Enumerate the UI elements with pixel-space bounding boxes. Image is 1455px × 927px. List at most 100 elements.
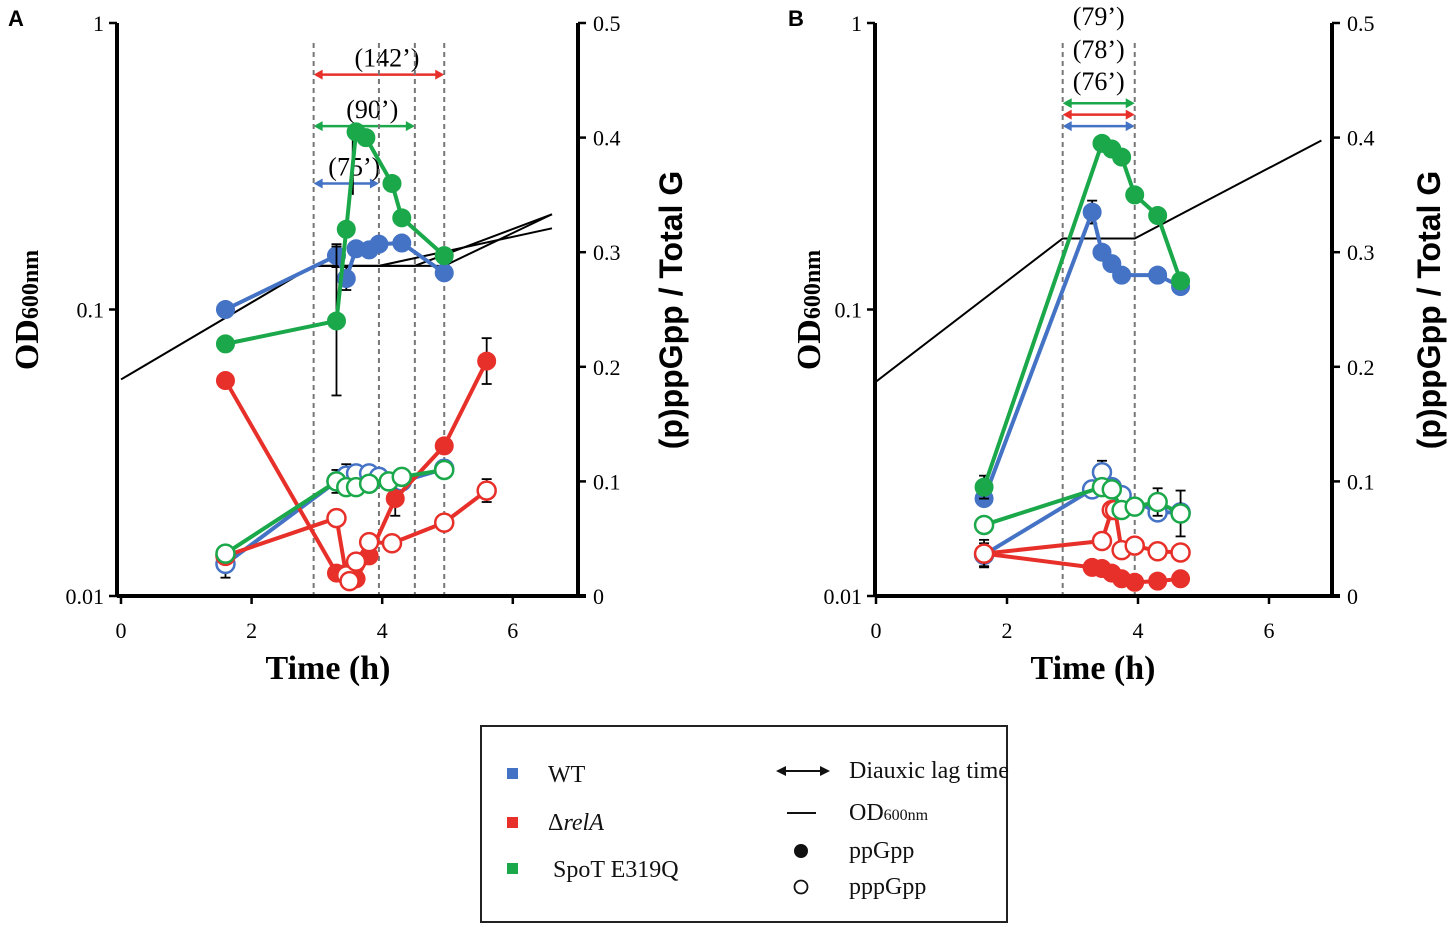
panel-a-x-tick-label: 0	[116, 618, 127, 643]
panel-b-lag-label: (78’)	[1073, 35, 1125, 64]
legend-label-ppgpp: ppGpp	[849, 838, 914, 864]
panel-b-lag-arrowhead-left	[1062, 121, 1072, 132]
panel-b-series-spot-pppgpp	[973, 476, 1191, 538]
panel-b-y-right-tick-label: 0	[1347, 584, 1358, 609]
panel-b-x-tick-label: 0	[871, 618, 882, 643]
panel-b-y-label-left: OD600nm	[791, 250, 828, 370]
panel-a-data-point	[345, 551, 367, 572]
panel-b-lag-arrowhead-right	[1125, 121, 1135, 132]
panel-a-x-tick-label: 6	[507, 618, 518, 643]
panel-b-series-line	[982, 210, 1182, 500]
legend-label-od-sub: 600nm	[884, 807, 929, 824]
panel-b-x-tick-label: 2	[1002, 618, 1013, 643]
panel-a-lag-arrowhead-right	[405, 121, 415, 132]
panel-a-data-point	[356, 128, 376, 148]
panel-a-data-point	[381, 533, 403, 554]
panel-a-data-point	[391, 466, 413, 488]
legend-swatch-wt	[507, 768, 518, 779]
panel-a-data-point	[434, 263, 454, 283]
panel-a-y-label-sub: 600nm	[18, 250, 44, 319]
panel-a-data-point	[434, 246, 454, 266]
panel-b-data-point	[1125, 185, 1145, 205]
panel-b-data-point	[1082, 202, 1102, 222]
panel-a-series-spot-pppgpp	[215, 459, 455, 564]
panel-a-y-right-tick-label: 0.2	[593, 355, 621, 380]
legend-label-rela-prefix: Δ	[548, 810, 563, 836]
panel-a-data-point	[369, 234, 389, 254]
legend: WT ΔrelA SpoT E319Q Diauxic lag time OD6…	[480, 725, 1009, 923]
panel-a-y-left-tick-label: 0.01	[66, 584, 105, 609]
panel-b-y-left-tick-label: 1	[851, 11, 862, 36]
legend-swatch-rela	[507, 817, 518, 828]
panel-a-y-label-right: (p)ppGpp / Total G	[653, 171, 689, 449]
panel-a: A (142’)(90’)(75’) 0.010.1100.10.20.30.4…	[8, 6, 689, 687]
panel-b-y-right-tick-label: 0.1	[1347, 469, 1375, 494]
panel-b-y-left-tick-label: 0.01	[824, 584, 863, 609]
panel-a-x-label: Time (h)	[266, 650, 391, 687]
panel-a-y-right-tick-label: 0.5	[593, 11, 621, 36]
panel-a-x-tick-label: 4	[377, 618, 388, 643]
panel-a-data-point	[215, 334, 235, 354]
panel-a-lag-label: (142’)	[354, 44, 419, 73]
panel-b-series-spot-ppgpp	[974, 133, 1191, 500]
panel-b-data-point	[1171, 271, 1191, 291]
panel-a-data-point	[358, 473, 380, 494]
panel-b-x-label: Time (h)	[1031, 650, 1156, 687]
legend-open-circle-icon	[793, 879, 809, 895]
panel-a-data-point	[392, 233, 412, 253]
panel-a-lag-arrowhead-right	[435, 69, 445, 80]
panel-a-lag-arrowhead-right	[369, 178, 379, 189]
legend-filled-circle-icon	[794, 844, 808, 858]
panel-b-data-point	[1124, 535, 1145, 556]
panel-a-data-point	[382, 173, 402, 193]
panel-a-label: A	[8, 6, 24, 31]
panel-a-data-point	[326, 507, 347, 529]
legend-lag-arrow-icon	[776, 766, 830, 776]
panel-b-lag-arrowhead-right	[1125, 98, 1135, 109]
panel-a-data-point	[358, 531, 380, 553]
panel-a-od-curve	[313, 227, 553, 267]
panel-a-series-rela-ppgpp	[215, 337, 497, 589]
panel-b-x-tick-label: 4	[1133, 618, 1144, 643]
panel-b-series-line	[982, 141, 1183, 488]
panel-b-lag-arrowhead-left	[1062, 98, 1072, 109]
panel-b-lag-arrowhead-right	[1125, 109, 1135, 120]
panel-b-y-label-right: (p)ppGpp / Total G	[1411, 171, 1447, 449]
panel-b-data-point	[1112, 265, 1132, 285]
panel-a-data-point	[339, 570, 360, 592]
panel-b-y-right-tick-label: 0.5	[1347, 11, 1375, 36]
panel-b-data-point	[1124, 496, 1145, 517]
panel-b-y-label-sub: 600nm	[800, 250, 826, 319]
legend-label-od-main: OD	[849, 800, 884, 826]
panel-b-x-tick-label: 6	[1264, 618, 1275, 643]
panel-b-data-point	[1170, 542, 1191, 563]
panel-a-lag-label: (90’)	[346, 95, 398, 124]
legend-label-wt: WT	[548, 762, 586, 788]
panel-b-data-point	[1112, 147, 1132, 167]
panel-a-y-right-tick-label: 0.3	[593, 240, 621, 265]
panel-a-x-tick-label: 2	[246, 618, 257, 643]
panel-b-data-point	[1148, 265, 1168, 285]
panel-a-y-left-tick-label: 1	[93, 11, 104, 36]
panel-b-label: B	[788, 6, 804, 31]
legend-label-pppgpp: pppGpp	[849, 874, 926, 900]
legend-label-spot: SpoT E319Q	[553, 857, 679, 883]
panel-b-data-point	[1101, 479, 1123, 500]
panel-b-axes: 0.01 0.1 1 0 0.1 0.2 0.3 0.4 0.5 0 2 4 6	[824, 11, 1375, 643]
panel-a-data-point	[392, 208, 412, 228]
legend-label-rela-gene: relA	[563, 810, 604, 836]
legend-label-od: OD600nm	[849, 800, 929, 826]
panel-a-series	[215, 122, 497, 592]
panel-b-y-right-tick-label: 0.4	[1347, 126, 1375, 151]
panel-a-data-point	[215, 543, 236, 564]
panel-a-data-point	[215, 371, 235, 391]
panel-a-data-point	[434, 436, 454, 456]
legend-label-rela: ΔrelA	[548, 810, 604, 836]
panel-a-lag-arrowhead-left	[313, 121, 323, 132]
panel-b-data-point	[1125, 572, 1145, 592]
panel-b-series-wt-ppgpp	[974, 199, 1191, 509]
panel-a-y-label-main: OD	[9, 319, 46, 370]
legend-box	[480, 725, 1008, 923]
panel-b: B (79’)(78’)(76’) 0.010.1100.10.20.30.40…	[788, 2, 1447, 687]
